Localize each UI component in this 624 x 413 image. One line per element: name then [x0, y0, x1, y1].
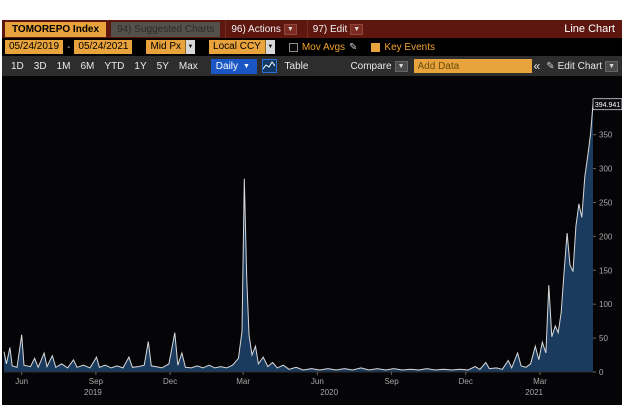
edit-chart-button[interactable]: ✎ Edit Chart ▼ [546, 60, 618, 72]
chevron-down-icon: ▼ [394, 60, 408, 72]
chevron-down-icon: ▼ [605, 60, 618, 72]
chevron-down-icon[interactable]: ▼ [264, 40, 275, 54]
mov-avgs-label: Mov Avgs [301, 41, 346, 53]
x-tick-label: Dec [163, 377, 177, 386]
key-events-checkbox[interactable] [371, 42, 381, 52]
table-button[interactable]: Table [284, 60, 309, 72]
y-tick-label: 300 [599, 165, 613, 174]
period-button-ytd[interactable]: YTD [104, 60, 125, 72]
pencil-icon[interactable]: ✎ [349, 41, 358, 53]
compare-menu[interactable]: Compare ▼ [350, 60, 408, 72]
chevron-down-icon: ▼ [243, 62, 250, 70]
edit-chart-label: Edit Chart [557, 60, 603, 72]
y-tick-label: 350 [599, 131, 613, 140]
period-button-1y[interactable]: 1Y [134, 60, 147, 72]
y-tick-label: 150 [599, 266, 613, 275]
period-button-1m[interactable]: 1M [56, 60, 71, 72]
edit-menu[interactable]: 97) Edit ▼ [306, 20, 368, 38]
line-chart-type-icon[interactable] [261, 59, 277, 73]
frequency-value: Daily [215, 60, 239, 72]
y-tick-label: 200 [599, 232, 613, 241]
suggested-charts-button[interactable]: 94) Suggested Charts [111, 21, 221, 37]
x-tick-label: Sep [89, 377, 104, 386]
date-range-separator: - [67, 41, 71, 53]
currency-select[interactable]: Local CCY ▼ [209, 40, 275, 54]
period-button-max[interactable]: Max [178, 60, 198, 72]
edit-menu-label: 97) Edit [312, 23, 348, 35]
chevron-down-icon: ▼ [283, 23, 297, 35]
actions-menu-label: 96) Actions [231, 23, 281, 35]
chart-toolbar: 1D 3D 1M 6M YTD 1Y 5Y Max Daily ▼ Table Compare… [2, 56, 622, 76]
toolbar-right-group: « ✎ Edit Chart ▼ [534, 60, 618, 72]
y-tick-label: 0 [599, 368, 604, 377]
x-year-label: 2020 [320, 388, 338, 397]
currency-value: Local CCY [209, 40, 265, 54]
start-date-field[interactable]: 05/24/2019 [5, 40, 64, 54]
chart-type-label: Line Chart [564, 23, 615, 35]
security-ticker-field[interactable]: TOMOREPO Index [5, 21, 107, 37]
add-data-input[interactable] [413, 59, 532, 73]
price-source-value: Mid Px [146, 40, 186, 54]
x-tick-label: Mar [236, 377, 250, 386]
line-chart-glyph [263, 61, 276, 70]
pencil-icon: ✎ [546, 60, 555, 72]
price-chart-canvas[interactable]: 0 50 100 150 200 250 300 350 Jun Sep Dec Mar Jun Sep D… [2, 76, 622, 405]
frequency-select[interactable]: Daily ▼ [210, 58, 257, 74]
chevron-down-icon[interactable]: ▼ [185, 40, 196, 54]
x-tick-label: Dec [459, 377, 473, 386]
end-date-field[interactable]: 05/24/2021 [74, 40, 133, 54]
compare-label: Compare [350, 60, 392, 72]
settings-bar: 05/24/2019 - 05/24/2021 Mid Px ▼ Local C… [2, 38, 622, 56]
mov-avgs-checkbox[interactable] [288, 42, 298, 52]
x-tick-label: Jun [311, 377, 324, 386]
actions-menu[interactable]: 96) Actions ▼ [225, 20, 301, 38]
x-year-label: 2021 [525, 388, 543, 397]
price-chart[interactable]: 0 50 100 150 200 250 300 350 Jun Sep Dec Mar Jun Sep D… [2, 76, 622, 405]
last-price-badge [592, 98, 622, 111]
x-tick-label: Mar [533, 377, 547, 386]
price-line [3, 104, 594, 371]
y-tick-label: 50 [599, 334, 608, 343]
period-button-1d[interactable]: 1D [11, 60, 24, 72]
x-tick-label: Jun [15, 377, 28, 386]
key-events-label: Key Events [384, 41, 435, 53]
chevron-down-icon: ▼ [350, 23, 364, 35]
period-button-3d[interactable]: 3D [33, 60, 47, 72]
price-source-select[interactable]: Mid Px ▼ [146, 40, 196, 54]
y-tick-label: 250 [599, 198, 613, 207]
terminal-window: TOMOREPO Index 94) Suggested Charts 96) … [2, 20, 622, 405]
x-tick-label: Sep [384, 377, 399, 386]
last-price-label: 394.941 [595, 102, 620, 109]
title-bar: TOMOREPO Index 94) Suggested Charts 96) … [2, 20, 622, 38]
period-buttons: 1D 3D 1M 6M YTD 1Y 5Y Max [6, 59, 203, 74]
period-button-5y[interactable]: 5Y [156, 60, 169, 72]
y-tick-label: 100 [599, 300, 613, 309]
collapse-panel-button[interactable]: « [533, 59, 541, 73]
x-year-label: 2019 [84, 388, 102, 397]
price-area-fill [4, 104, 593, 372]
period-button-6m[interactable]: 6M [80, 60, 95, 72]
